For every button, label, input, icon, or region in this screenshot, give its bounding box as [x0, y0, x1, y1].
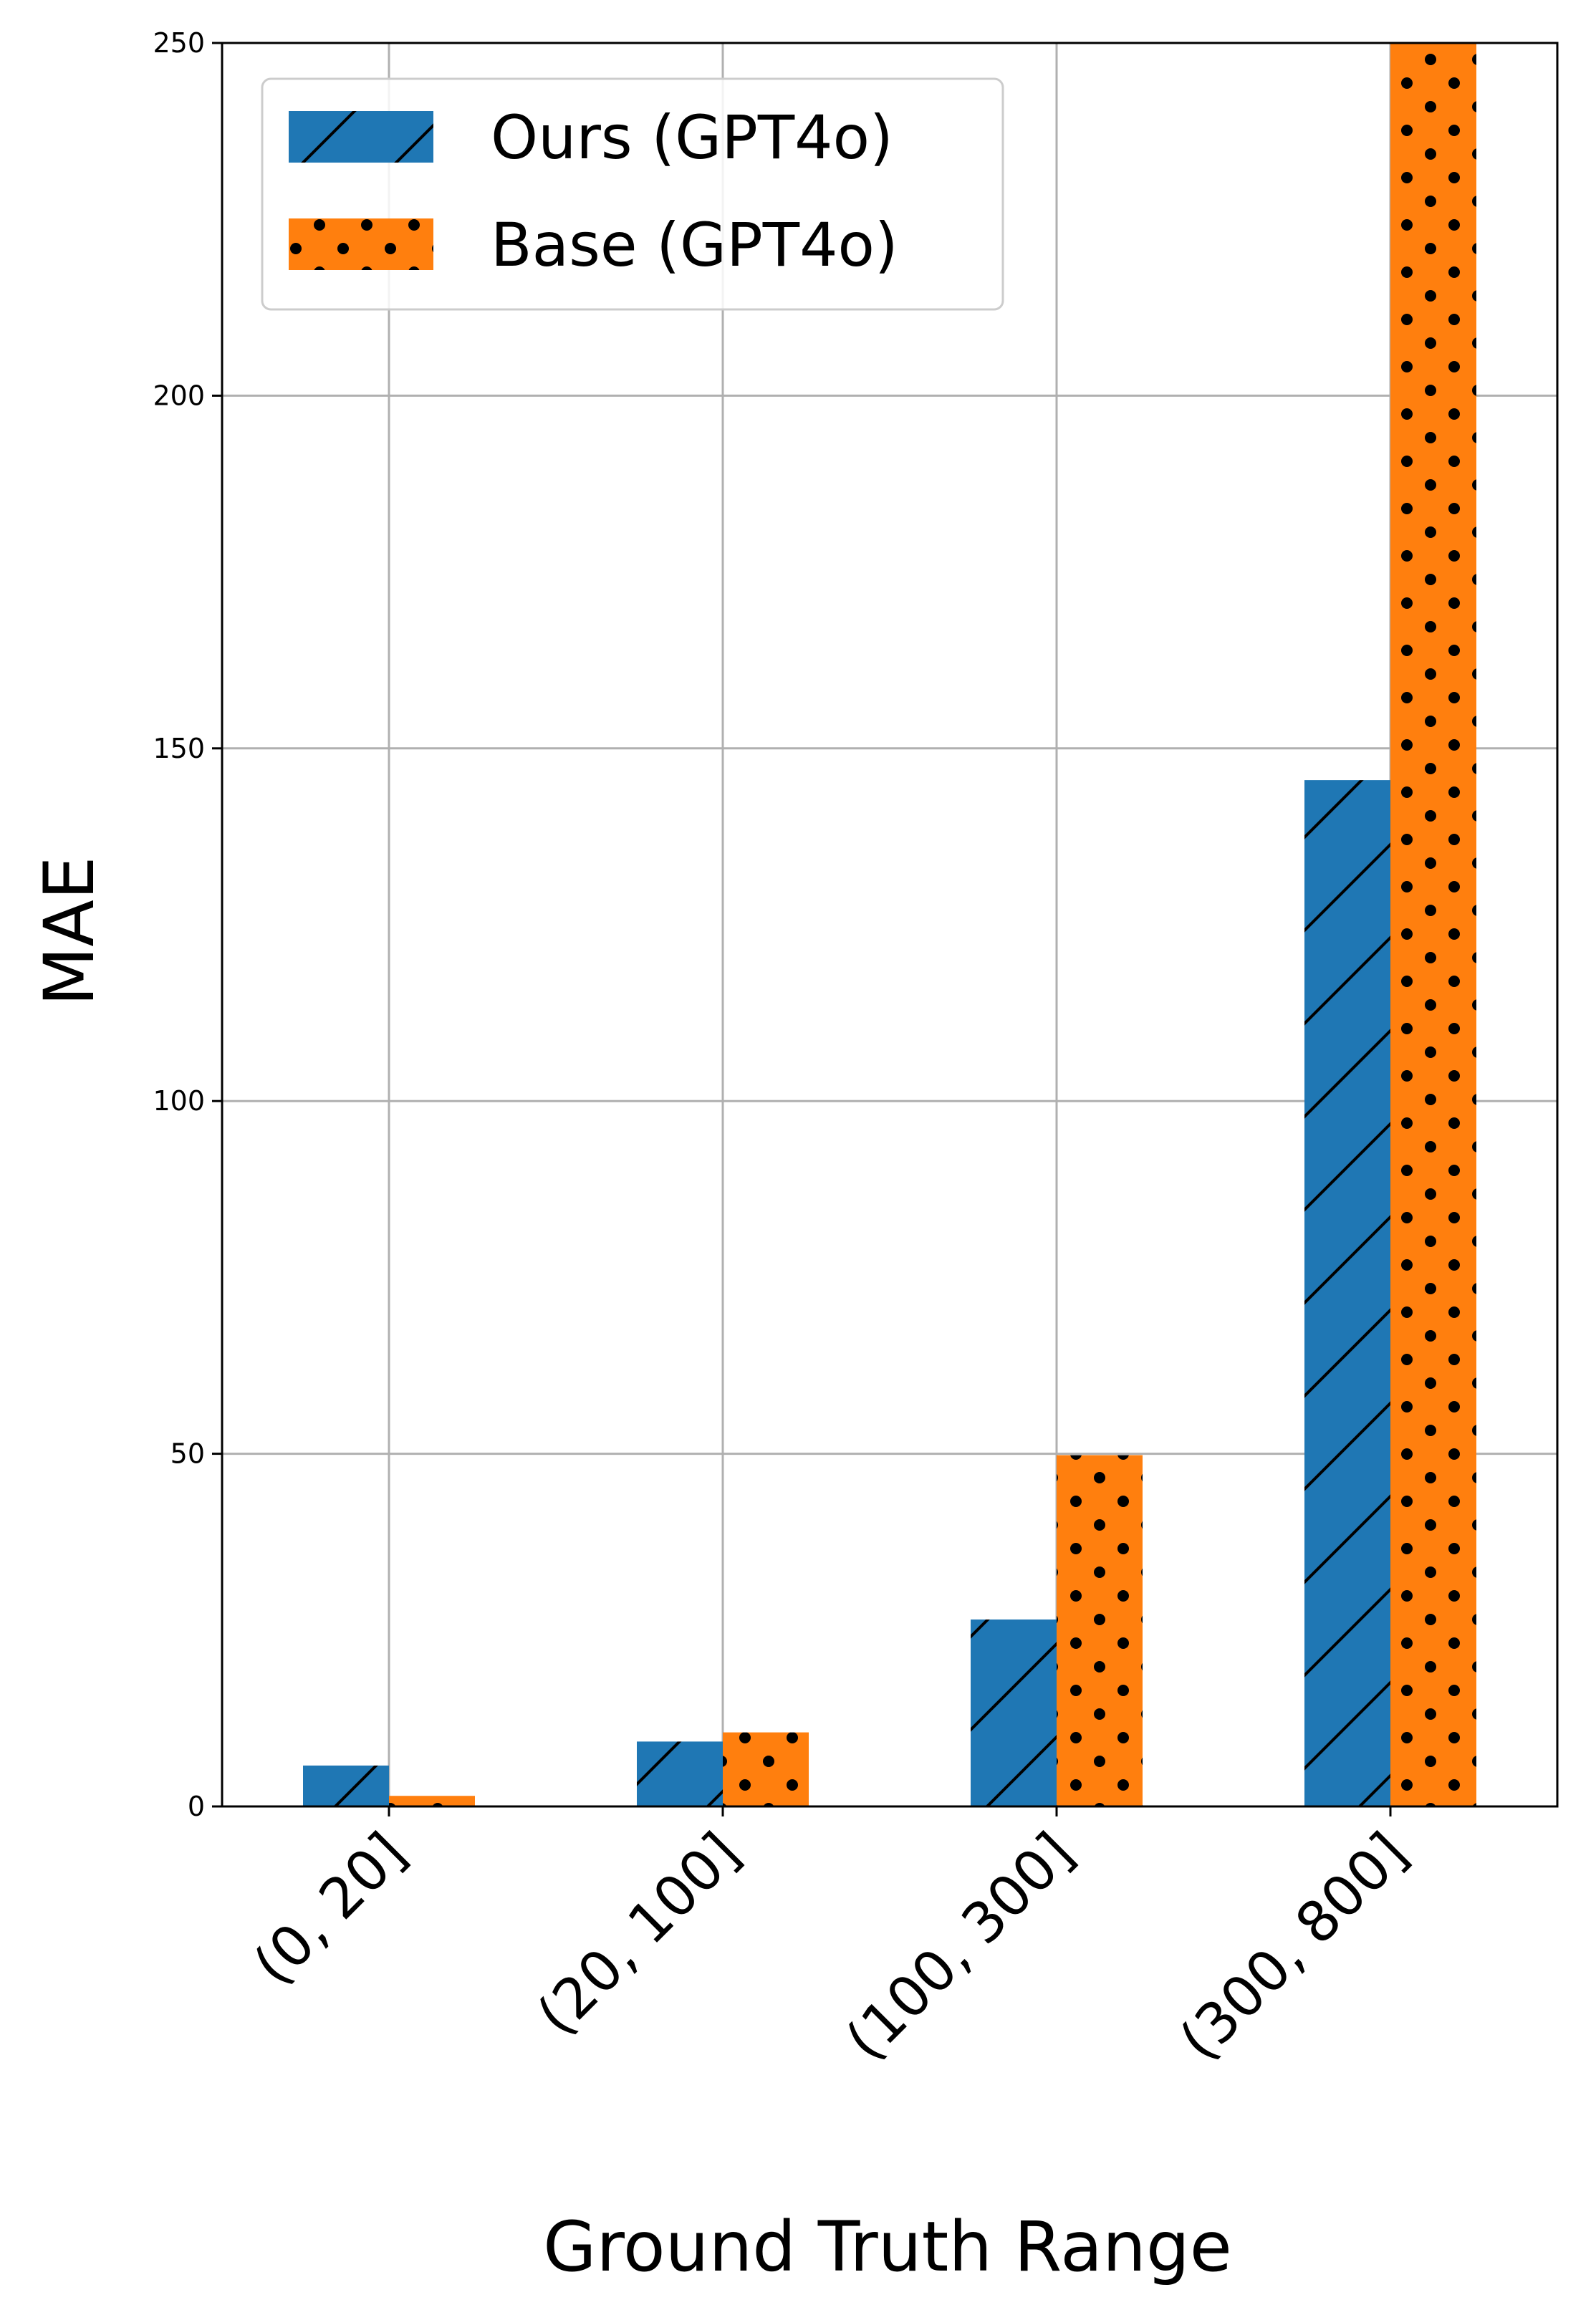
- legend-swatch-base: [289, 218, 433, 270]
- legend-label-ours: Ours (GPT4o): [491, 102, 893, 173]
- x-tick-label: (100, 300]: [834, 1821, 1086, 2073]
- legend-swatch-ours: [289, 111, 433, 163]
- y-tick-label: 150: [153, 733, 205, 764]
- axes: [212, 42, 1559, 1816]
- bar-base-1[interactable]: [723, 1732, 809, 1806]
- bar-ours-0[interactable]: [303, 1765, 389, 1806]
- legend-box: [261, 77, 1004, 311]
- x-tick-label: (20, 100]: [525, 1821, 752, 2048]
- bar-ours-3[interactable]: [1304, 780, 1390, 1806]
- y-tick-label: 100: [153, 1085, 205, 1117]
- y-tick-label: 250: [153, 27, 205, 59]
- x-tick-label: (0, 20]: [241, 1821, 418, 1998]
- legend-label-base: Base (GPT4o): [491, 210, 898, 280]
- y-axis-title: MAE: [29, 856, 110, 1006]
- y-tick-label: 50: [170, 1438, 205, 1470]
- bar-ours-2[interactable]: [971, 1619, 1057, 1806]
- bar-base-3[interactable]: [1390, 43, 1476, 1806]
- bars: [303, 43, 1476, 1806]
- legend[interactable]: Ours (GPT4o) Base (GPT4o): [261, 77, 1004, 311]
- plot-frame: [221, 42, 1559, 1808]
- bar-base-0[interactable]: [389, 1796, 475, 1806]
- y-tick-label: 200: [153, 380, 205, 411]
- bar-ours-1[interactable]: [637, 1741, 723, 1806]
- y-tick-label: 0: [188, 1791, 205, 1822]
- bar-base-2[interactable]: [1057, 1455, 1143, 1806]
- x-tick-label: (300, 800]: [1168, 1821, 1420, 2073]
- x-axis-title: Ground Truth Range: [543, 2207, 1232, 2287]
